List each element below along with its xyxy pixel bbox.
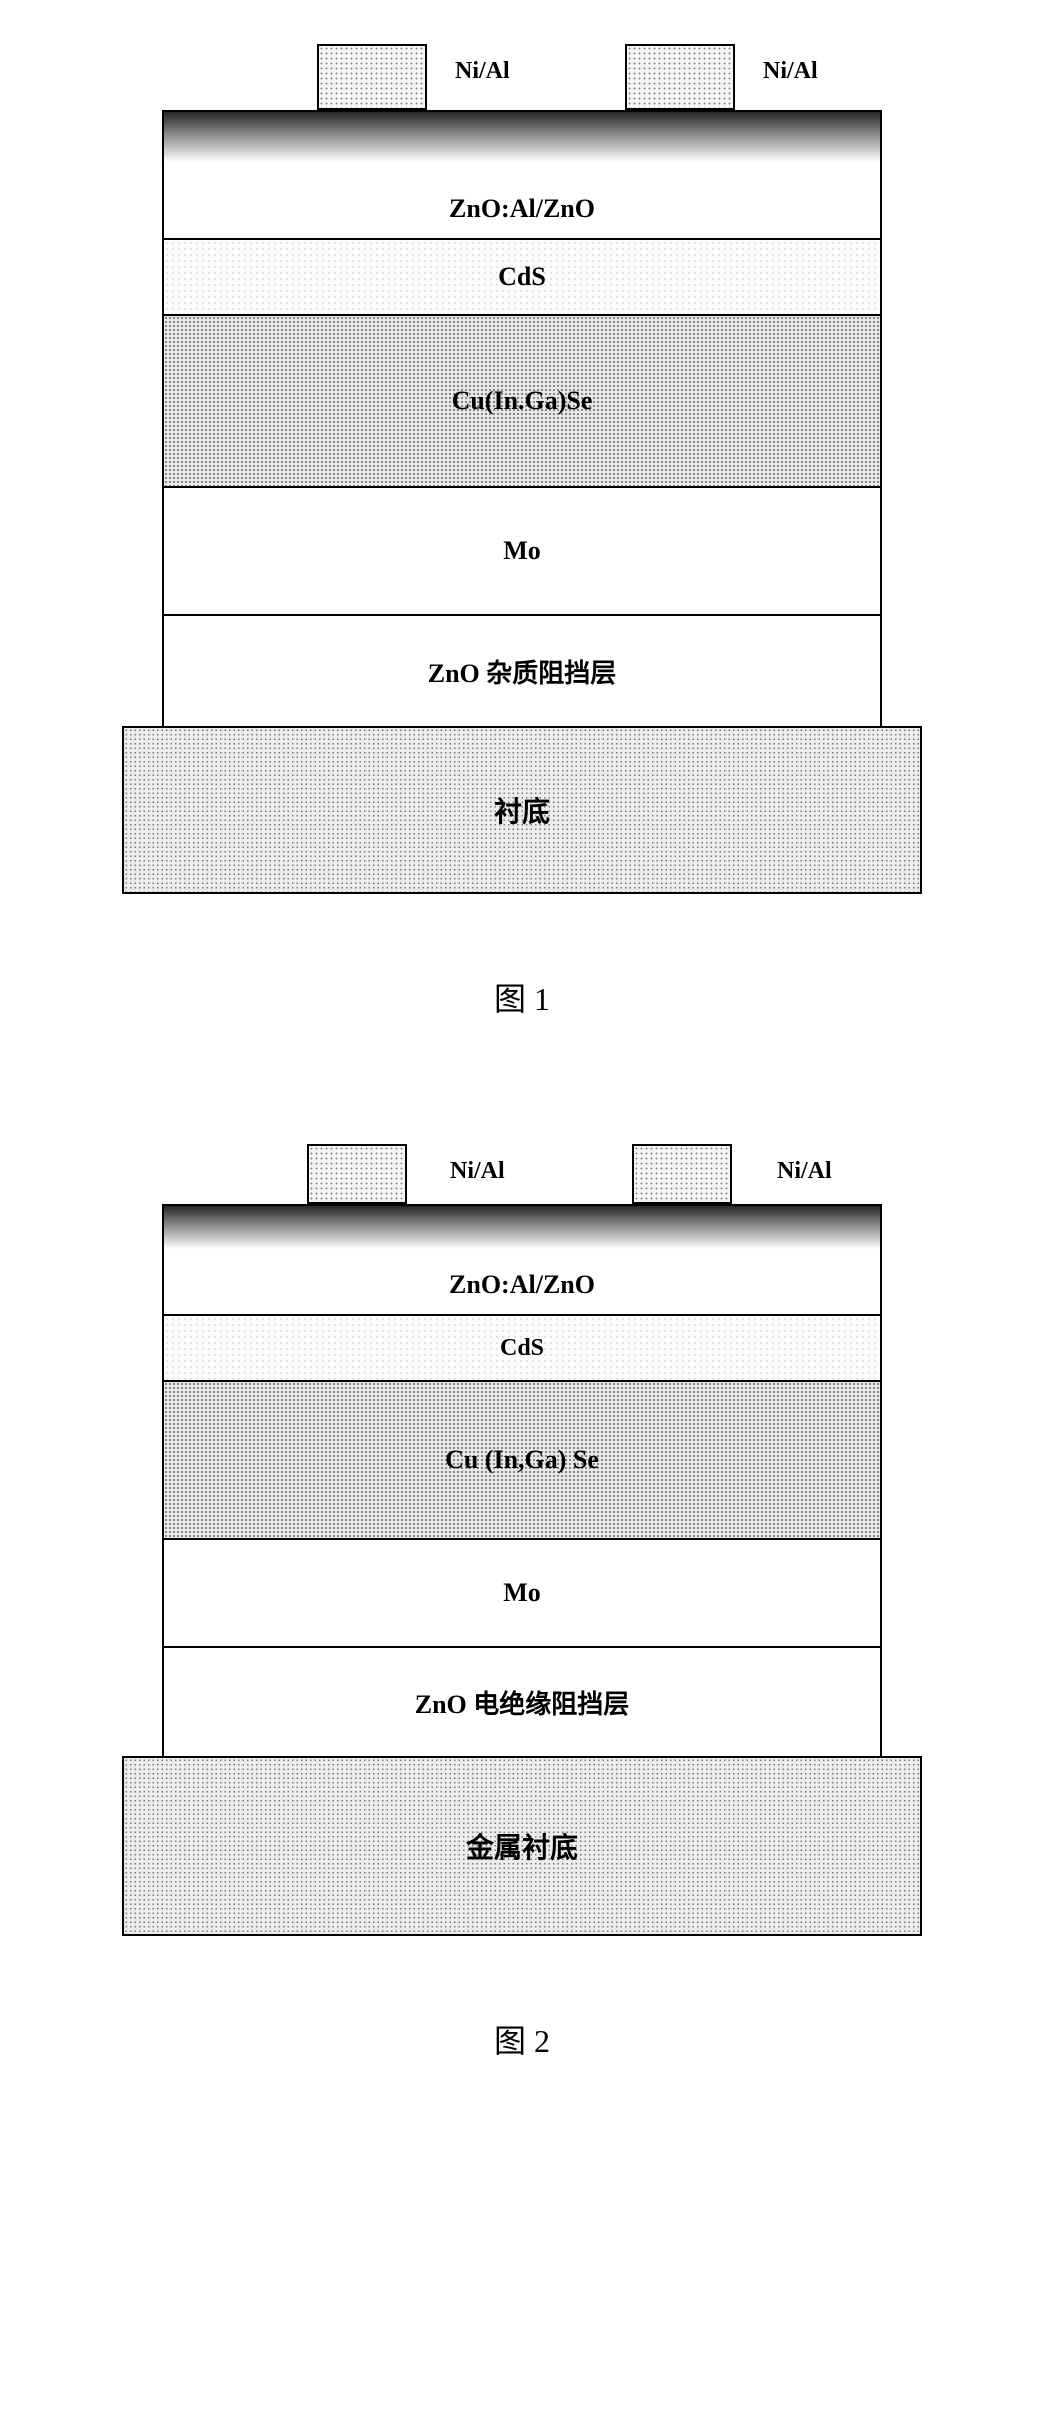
figure-2: Ni/Al Ni/Al ZnO:Al/ZnO CdS Cu (In,Ga) Se… bbox=[122, 1140, 922, 2062]
layer-zno-barrier-1: ZnO 杂质阻挡层 bbox=[162, 614, 882, 728]
layer-label: ZnO:Al/ZnO bbox=[449, 194, 595, 224]
contact-label-right-1: Ni/Al bbox=[763, 58, 818, 85]
layer-label: ZnO:Al/ZnO bbox=[449, 1270, 595, 1300]
layer-mo-2: Mo bbox=[162, 1538, 882, 1646]
layer-zno-al-2: ZnO:Al/ZnO bbox=[162, 1204, 882, 1314]
caption-1: 图 1 bbox=[494, 974, 550, 1020]
gradient-overlay-2 bbox=[164, 1206, 880, 1249]
layer-zno-al-1: ZnO:Al/ZnO bbox=[162, 110, 882, 238]
layer-stack-1: ZnO:Al/ZnO CdS Cu(In.Ga)Se Mo ZnO 杂质阻挡层 bbox=[162, 110, 882, 728]
contacts-row-1: Ni/Al Ni/Al bbox=[162, 40, 882, 110]
contact-right-2 bbox=[632, 1144, 732, 1204]
layer-stack-2: ZnO:Al/ZnO CdS Cu (In,Ga) Se Mo ZnO 电绝缘阻… bbox=[162, 1204, 882, 1758]
contacts-row-2: Ni/Al Ni/Al bbox=[162, 1140, 882, 1204]
caption-2: 图 2 bbox=[494, 2016, 550, 2062]
substrate-label: 衬底 bbox=[494, 790, 550, 830]
layer-cds-2: CdS bbox=[162, 1314, 882, 1380]
figure-1: Ni/Al Ni/Al ZnO:Al/ZnO CdS Cu(In.Ga)Se M… bbox=[122, 40, 922, 1020]
layer-label: ZnO 电绝缘阻挡层 bbox=[415, 1684, 630, 1721]
layer-label: Cu (In,Ga) Se bbox=[445, 1445, 599, 1475]
contact-right-1 bbox=[625, 44, 735, 110]
layer-label: Cu(In.Ga)Se bbox=[452, 386, 593, 416]
layer-label: Mo bbox=[503, 536, 541, 566]
substrate-label: 金属衬底 bbox=[466, 1826, 578, 1866]
substrate-2: 金属衬底 bbox=[122, 1756, 922, 1936]
contact-left-2 bbox=[307, 1144, 407, 1204]
diagram-1: Ni/Al Ni/Al ZnO:Al/ZnO CdS Cu(In.Ga)Se M… bbox=[122, 40, 922, 894]
layer-mo-1: Mo bbox=[162, 486, 882, 614]
layer-label: ZnO 杂质阻挡层 bbox=[428, 653, 617, 690]
layer-label: Mo bbox=[503, 1578, 541, 1608]
layer-zno-barrier-2: ZnO 电绝缘阻挡层 bbox=[162, 1646, 882, 1758]
layer-label: CdS bbox=[498, 262, 546, 292]
diagram-2: Ni/Al Ni/Al ZnO:Al/ZnO CdS Cu (In,Ga) Se… bbox=[122, 1140, 922, 1936]
gradient-overlay-1 bbox=[164, 112, 880, 162]
layer-label: CdS bbox=[500, 1335, 544, 1362]
contact-label-right-2: Ni/Al bbox=[777, 1158, 832, 1185]
layer-cigs-2: Cu (In,Ga) Se bbox=[162, 1380, 882, 1538]
contact-left-1 bbox=[317, 44, 427, 110]
layer-cigs-1: Cu(In.Ga)Se bbox=[162, 314, 882, 486]
substrate-1: 衬底 bbox=[122, 726, 922, 894]
contact-label-left-1: Ni/Al bbox=[455, 58, 510, 85]
contact-label-left-2: Ni/Al bbox=[450, 1158, 505, 1185]
layer-cds-1: CdS bbox=[162, 238, 882, 314]
